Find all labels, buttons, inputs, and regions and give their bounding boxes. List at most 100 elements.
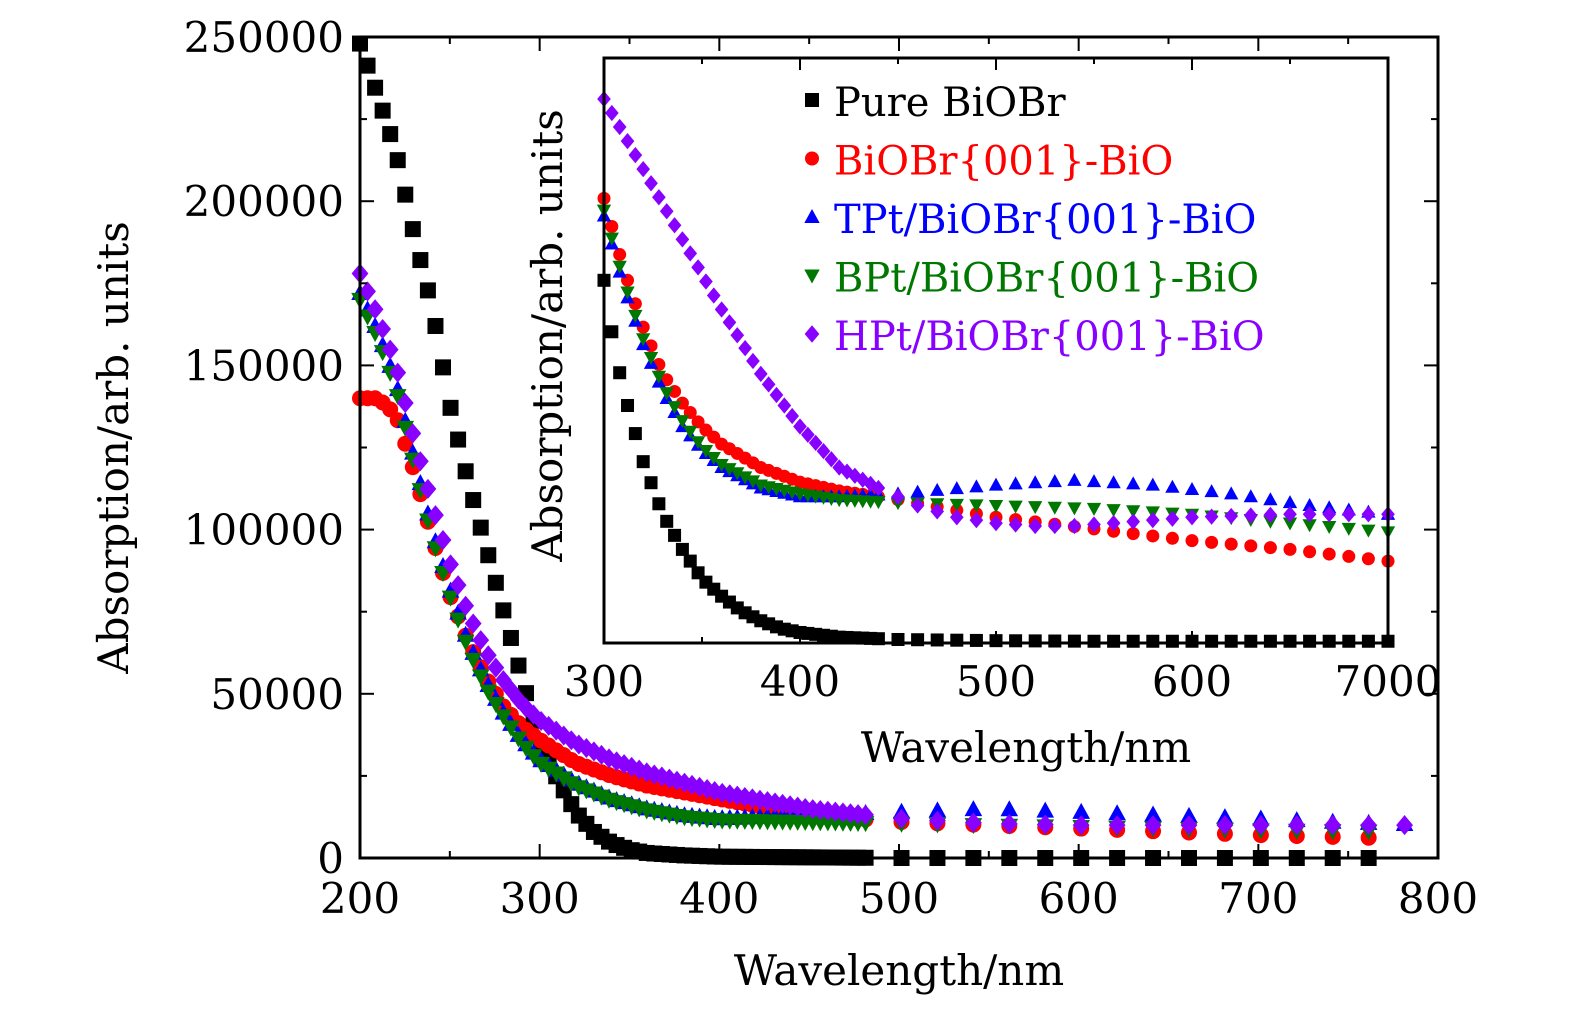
inset-point-pure [1107,634,1121,648]
inset-point-hpt [1165,510,1180,527]
main-point-pure [450,431,467,448]
main-ticks: 200 300 400 500 600 700 800 0 50000 100000 150000 2… [184,13,1478,923]
main-point-tpt [1072,802,1090,819]
main-y-tick-label: 100000 [184,506,344,555]
inset-point-hpt [855,471,870,488]
main-y-tick-label: 150000 [184,341,344,390]
inset-point-bpt [636,333,651,347]
inset-point-bpt [628,309,643,323]
inset-point-pure [1322,634,1336,648]
main-point-pure [480,547,497,564]
inset-point-hpt [1067,517,1082,535]
inset-point-hpt [840,463,854,480]
main-point-hpt [404,423,422,444]
inset-point-bio [1185,534,1199,548]
inset-point-hpt [1204,508,1219,525]
main-y-tick-label: 0 [317,834,344,883]
inset-point-pure [1244,634,1258,648]
inset-point-bio [1224,537,1238,551]
inset-point-tpt [1067,472,1082,486]
main-point-pure [397,186,414,203]
inset-point-bpt [651,370,667,384]
inset-point-hpt [910,497,925,514]
main-point-pure [404,221,421,238]
inset-point-tpt [1165,479,1180,493]
main-point-hpt [1324,815,1342,836]
inset-chart: 300 400 500 600 7000 Wavelength/nm Absorptio… [523,56,1442,772]
inset-point-tpt [1243,489,1258,503]
main-point-hpt [389,362,407,383]
main-point-hpt [464,613,482,634]
main-point-hpt [434,529,452,550]
inset-point-bio [1244,539,1258,553]
inset-point-bio [691,415,705,429]
inset-point-bpt [737,471,753,485]
main-point-bpt [449,612,467,629]
inset-point-hpt [659,203,674,220]
main-point-hpt [1216,815,1234,836]
main-point-tpt [1000,800,1019,817]
inset-point-bpt [714,459,729,473]
inset-point-bpt [706,452,721,466]
inset-point-hpt [930,503,945,520]
inset-point-hpt [1047,517,1062,535]
inset-point-bpt [675,415,690,429]
inset-point-bio [1165,531,1179,545]
inset-point-hpt [636,161,651,178]
main-point-pure [419,282,436,299]
inset-point-hpt [793,418,807,435]
inset-x-axis-label: Wavelength/nm [861,723,1191,772]
main-point-bpt [517,740,535,757]
inset-point-hpt [989,514,1003,532]
main-point-pure [412,252,429,269]
inset-point-hpt [605,104,619,122]
inset-point-pure [668,528,682,542]
main-point-hpt [929,810,946,831]
main-point-hpt [487,657,505,678]
main-point-bpt [471,669,490,686]
inset-point-bpt [1047,501,1062,515]
inset-point-tpt [1008,476,1023,490]
inset-point-pure [1028,634,1042,648]
main-point-hpt [893,808,910,829]
inset-point-hpt [667,217,682,234]
main-point-pure [465,492,482,509]
main-x-tick-label: 300 [500,874,580,923]
inset-point-tpt [988,477,1004,491]
inset-point-hpt [722,314,737,331]
main-point-bpt [487,696,505,713]
inset-series-hpt [597,90,1395,535]
inset-point-hpt [891,488,905,505]
inset-point-pure [1067,634,1081,648]
inset-point-bpt [730,467,745,481]
inset-point-tpt [1047,474,1062,488]
inset-point-tpt [1224,486,1239,500]
inset-point-pure [660,514,674,528]
main-point-hpt [479,645,497,666]
inset-point-tpt [1145,477,1160,491]
inset-point-tpt [1106,475,1121,489]
inset-point-bpt [1126,505,1141,519]
inset-point-hpt [1361,506,1376,523]
inset-point-bpt [659,387,674,401]
inset-point-hpt [761,376,776,393]
inset-point-hpt [683,245,698,262]
main-point-pure [502,629,519,646]
main-point-hpt [472,630,490,651]
main-point-hpt [374,318,392,339]
inset-point-tpt [1126,476,1141,490]
main-point-pure [367,79,384,96]
inset-point-tpt [930,482,945,496]
main-point-pure [457,463,474,480]
inset-x-tick-label: 7000 [1335,657,1442,706]
inset-point-hpt [675,231,690,248]
inset-point-pure [636,455,650,469]
main-point-pure [495,602,512,619]
inset-series-group [596,90,1396,648]
inset-point-bpt [745,475,761,489]
inset-background [604,58,1388,643]
main-point-bpt [388,389,407,406]
inset-point-bio [675,396,689,410]
inset-point-hpt [1087,516,1101,533]
inset-point-bpt [1341,522,1356,536]
